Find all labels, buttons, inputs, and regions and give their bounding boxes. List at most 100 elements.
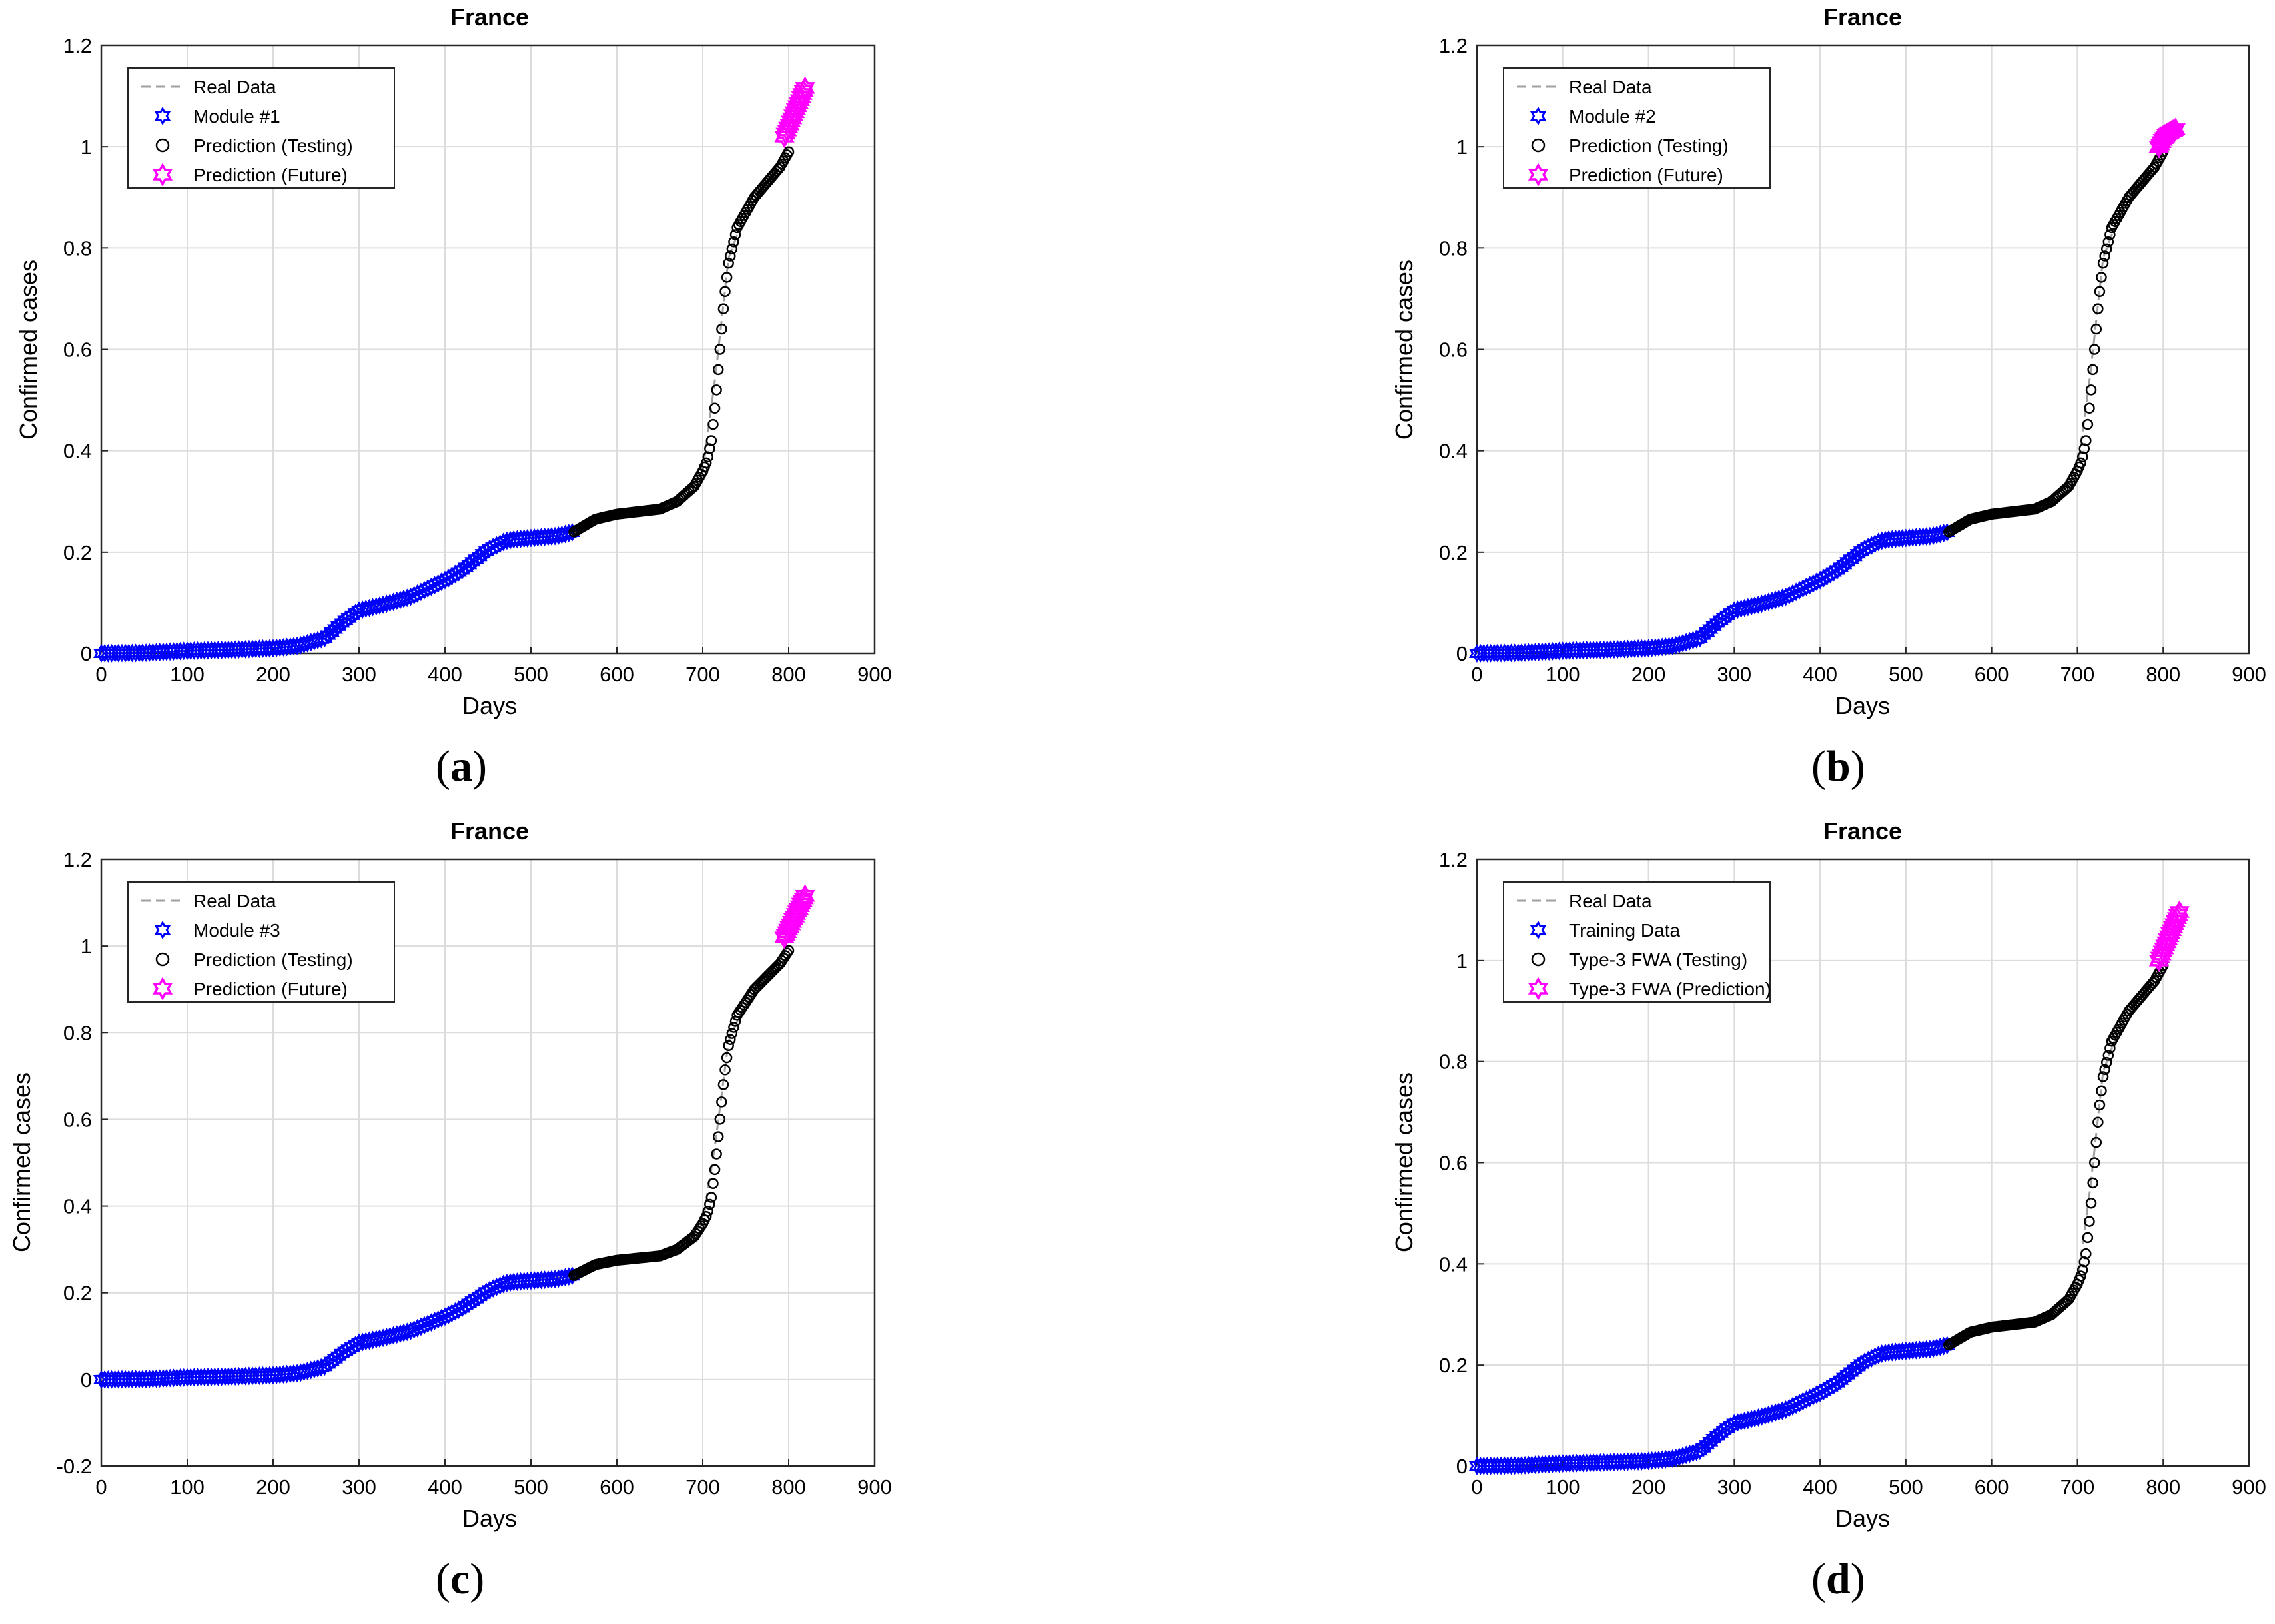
x-tick-label: 300 (1717, 663, 1751, 686)
training-point (1695, 1438, 1712, 1457)
legend-training-swatch (1530, 921, 1547, 939)
y-axis-label: Confirmed cases (1390, 260, 1418, 440)
testing-point (2092, 1116, 2104, 1128)
legend-box (127, 67, 395, 189)
testing-point (728, 236, 739, 248)
testing-point (700, 457, 712, 469)
legend-label: Module #2 (1569, 106, 1656, 127)
y-tick-label: 1 (1456, 135, 1468, 159)
y-tick-label: 0.8 (63, 236, 92, 260)
caption-close: ) (472, 742, 487, 791)
y-tick-label: 0.4 (63, 1195, 92, 1218)
training-point (320, 625, 336, 645)
y-tick-label: 1.2 (1439, 34, 1468, 57)
training-point (1691, 1441, 1708, 1461)
testing-point (717, 303, 729, 314)
testing-point (723, 257, 734, 269)
x-tick-label: 600 (1975, 663, 2009, 686)
y-axis-label: Confirmed cases (1390, 1072, 1418, 1252)
legend-label: Module #3 (193, 920, 280, 941)
training-point (1819, 566, 1835, 586)
y-tick-label: 0.2 (1439, 1354, 1468, 1377)
x-tick-label: 800 (771, 1475, 806, 1499)
y-tick-label: 0 (1456, 1455, 1468, 1478)
x-tick-label: 0 (1471, 663, 1482, 686)
training-point (440, 1305, 457, 1324)
testing-point (2094, 1099, 2106, 1111)
training-point (1699, 1435, 1715, 1455)
testing-point (700, 1210, 712, 1222)
testing-point (717, 1079, 729, 1090)
testing-point (725, 1034, 736, 1045)
legend-label: Prediction (Testing) (1569, 135, 1729, 156)
y-tick-label: 0.6 (1439, 1152, 1468, 1175)
testing-point (728, 1022, 739, 1033)
x-tick-label: 0 (95, 1475, 107, 1499)
legend-label: Prediction (Future) (193, 165, 348, 185)
x-tick-label: 300 (342, 663, 376, 686)
testing-point (2082, 418, 2094, 430)
y-tick-label: -0.2 (57, 1455, 92, 1478)
chart-panel-c: 0 100 200 300 400 500 600 700 800 900-0.200.20.40… (8, 817, 892, 1532)
caption-c: (c) (436, 1554, 484, 1605)
real-data-line (1476, 960, 2164, 1467)
testing-point (711, 1148, 722, 1160)
y-tick-label: 0.8 (63, 1021, 92, 1044)
testing-point (725, 250, 736, 262)
legend-label: Real Data (193, 891, 276, 911)
testing-point (726, 243, 738, 255)
testing-point (714, 344, 726, 355)
testing-point (2078, 1256, 2090, 1268)
x-tick-label: 200 (256, 663, 290, 686)
caption-open: ( (436, 1555, 450, 1603)
testing-point (2076, 1264, 2088, 1276)
x-tick-label: 300 (342, 1475, 376, 1499)
legend-training-swatch (154, 921, 171, 939)
training-point (1860, 1350, 1877, 1370)
legend-future-swatch (1528, 163, 1549, 187)
legend-label: Prediction (Testing) (193, 135, 353, 156)
y-tick-label: 1 (1456, 949, 1468, 973)
testing-point (2102, 1050, 2114, 1061)
training-point (326, 619, 343, 639)
legend-future-swatch (1528, 977, 1549, 1001)
y-tick-label: 0.6 (1439, 338, 1468, 362)
testing-point (2096, 1085, 2107, 1096)
testing-point (712, 1131, 724, 1142)
training-point (316, 629, 333, 648)
x-tick-label: 200 (1631, 1475, 1666, 1499)
testing-point (2084, 1216, 2095, 1227)
x-tick-label: 700 (2060, 1475, 2095, 1499)
y-tick-label: 1.2 (63, 848, 92, 871)
legend-label: Training Data (1569, 920, 1680, 941)
x-axis-label: Days (1835, 692, 1890, 719)
testing-point (709, 1164, 721, 1176)
caption-d: (d) (1811, 1554, 1865, 1605)
testing-point (702, 1206, 713, 1217)
y-axis-label: Confirmed cases (15, 260, 42, 440)
axes-box (100, 858, 876, 1467)
y-tick-label: 0 (1456, 642, 1468, 665)
testing-point (2100, 1056, 2112, 1068)
y-tick-label: 0.4 (1439, 440, 1468, 463)
training-point (1699, 623, 1715, 641)
caption-open: ( (1811, 742, 1826, 791)
testing-point (707, 418, 719, 430)
testing-point (2104, 1042, 2116, 1054)
testing-point (783, 945, 795, 956)
y-tick-label: 0.4 (63, 440, 92, 463)
testing-point (712, 364, 724, 376)
caption-open: ( (436, 742, 450, 791)
testing-point (714, 1114, 726, 1125)
testing-point (2088, 1157, 2100, 1168)
training-point (344, 606, 360, 625)
x-tick-label: 600 (600, 663, 634, 686)
legend-training-swatch (154, 107, 171, 125)
x-tick-label: 900 (2232, 1475, 2266, 1499)
caption-letter: b (1825, 742, 1851, 791)
chart-title: France (450, 817, 529, 845)
chart-title: France (1823, 817, 1902, 845)
x-tick-label: 700 (685, 663, 720, 686)
legend-future-swatch (152, 977, 173, 1001)
y-tick-label: 1 (81, 935, 92, 958)
